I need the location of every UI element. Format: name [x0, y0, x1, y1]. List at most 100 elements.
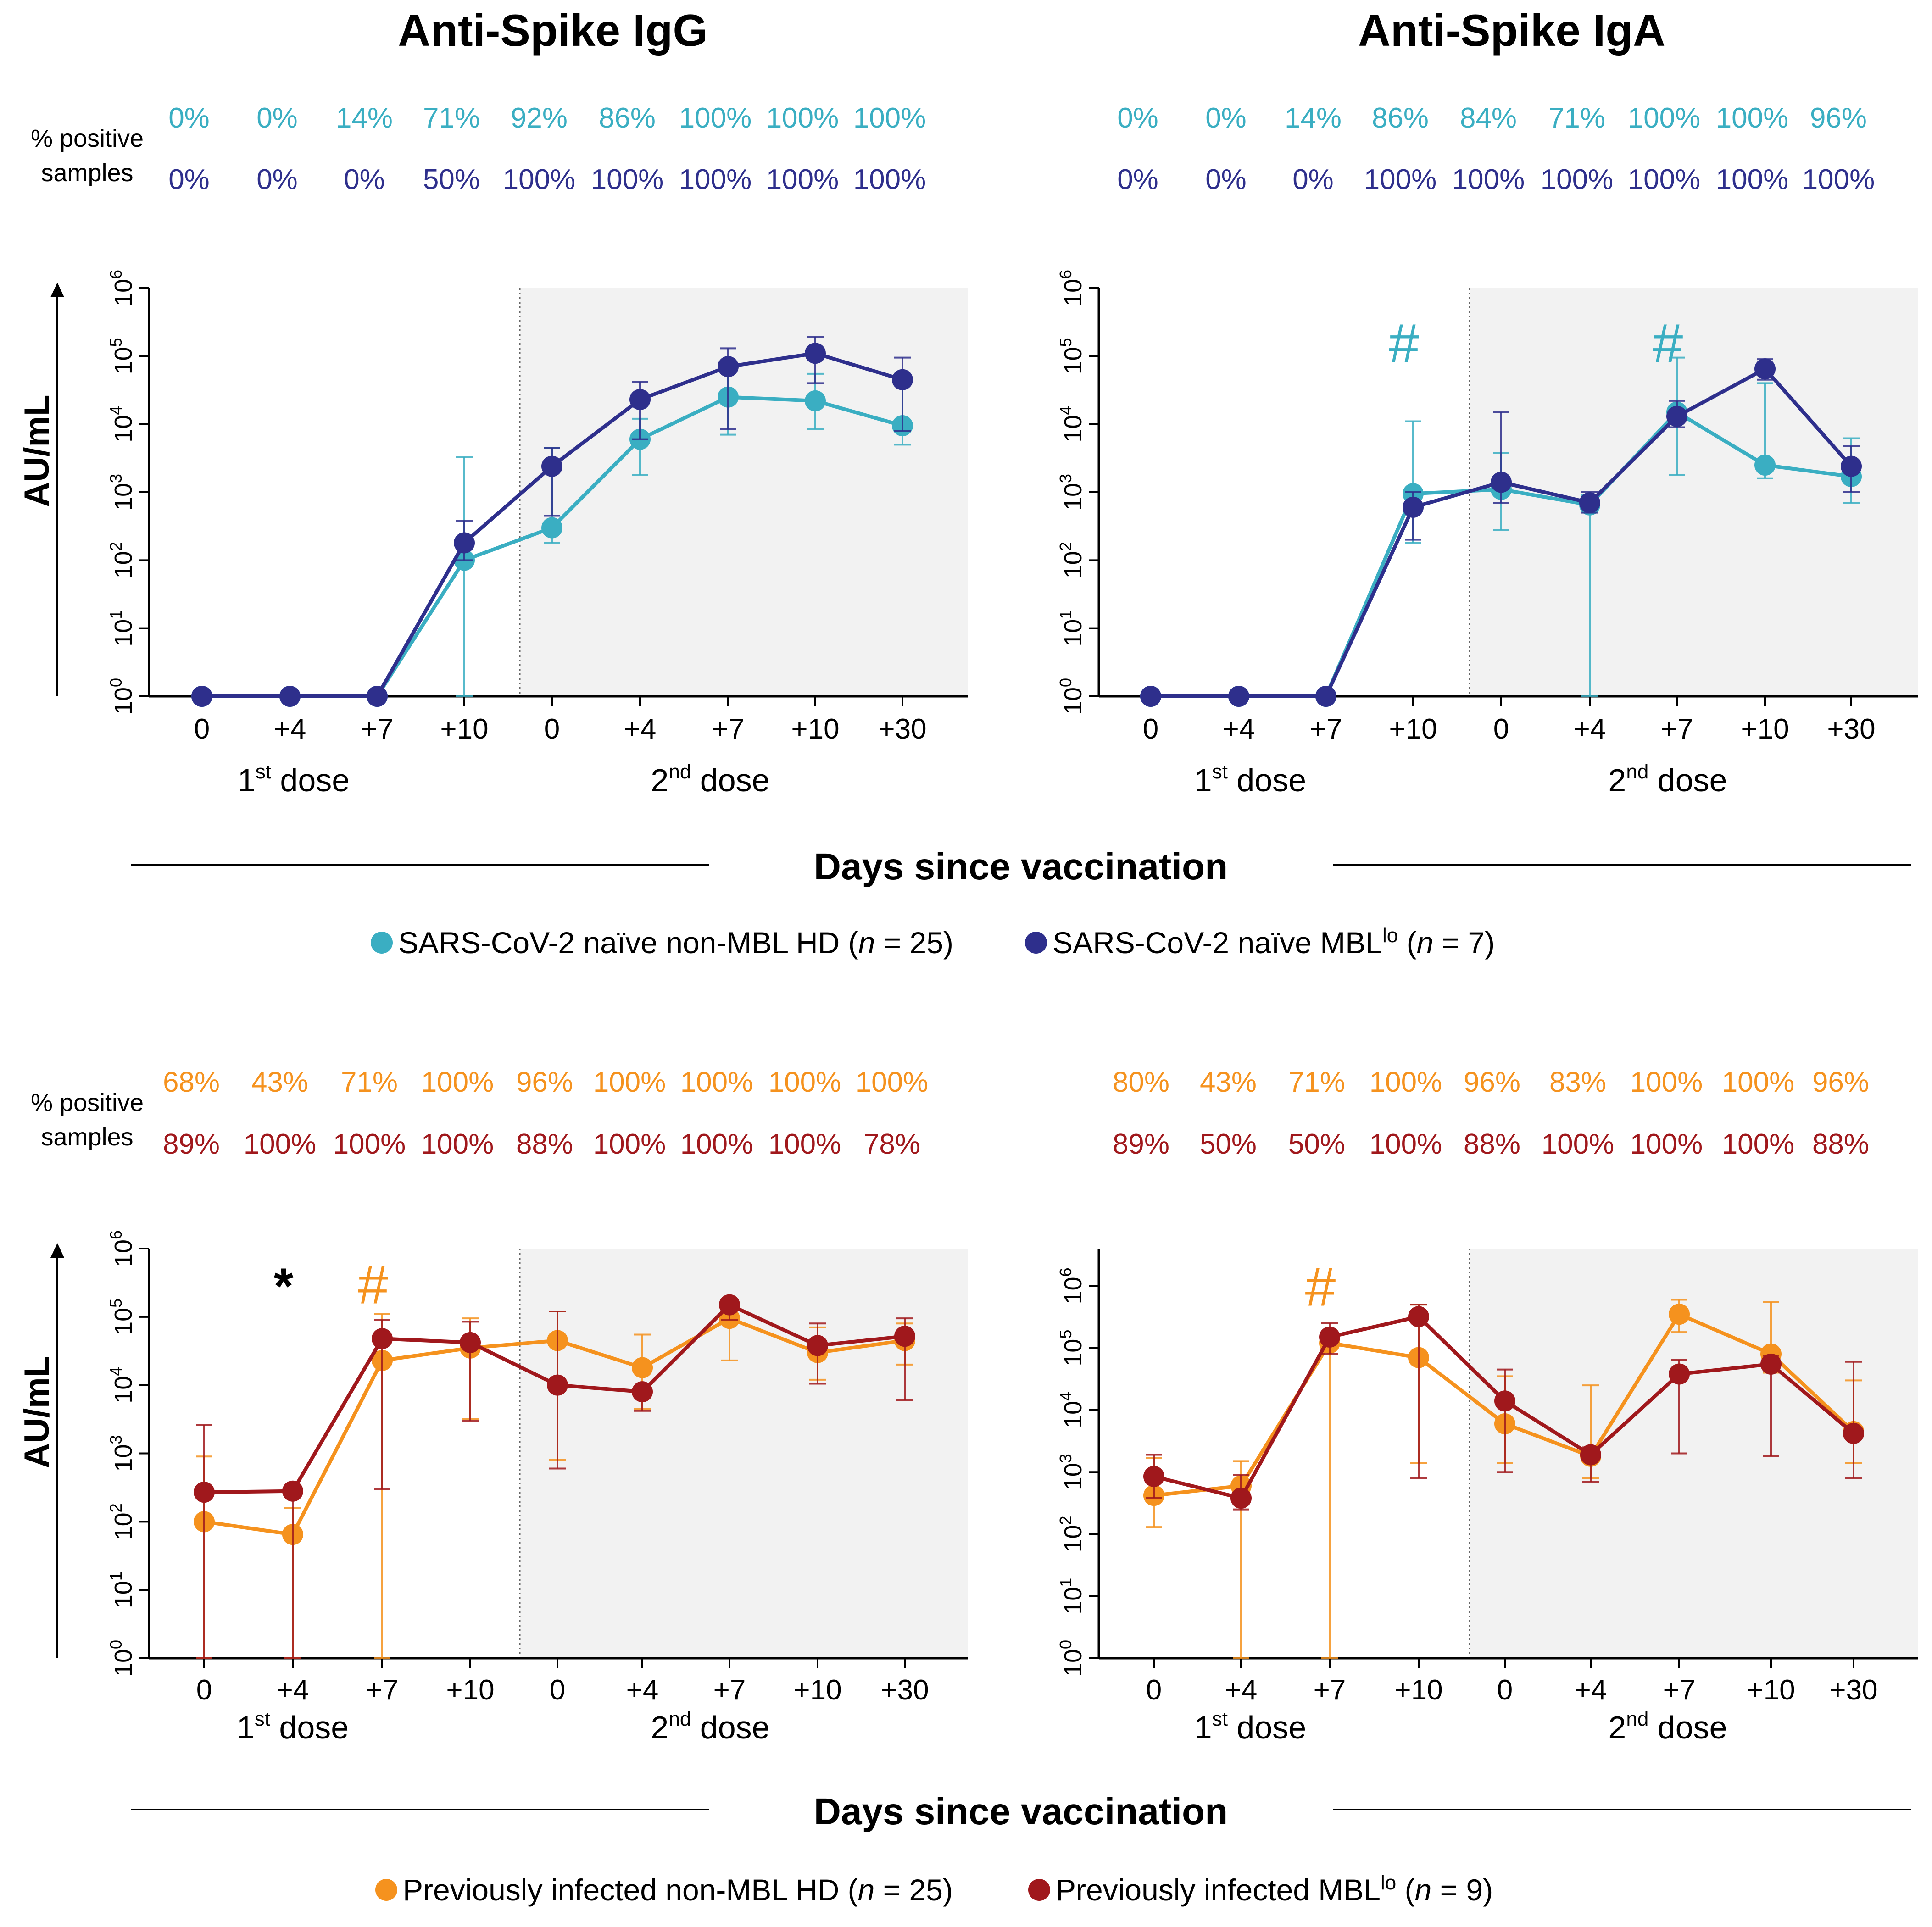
pct-positive-value: 71% — [423, 102, 480, 134]
pct-positive-value: 100% — [768, 1066, 841, 1098]
pct-label-line1: % positive — [31, 125, 144, 152]
y-tick-label: 106 — [106, 1230, 137, 1267]
pct-positive-value: 0% — [168, 102, 210, 134]
data-point — [894, 1326, 915, 1347]
data-point — [541, 517, 562, 539]
pct-positive-value: 71% — [1548, 102, 1605, 134]
data-point — [367, 686, 388, 707]
y-tick-label: 104 — [1056, 1392, 1087, 1428]
significance-asterisk: * — [274, 1258, 294, 1315]
x-tick-label: +10 — [446, 1674, 494, 1706]
y-tick-label: 104 — [106, 1367, 137, 1404]
y-tick-label: 106 — [1056, 1267, 1087, 1304]
pct-positive-value: 100% — [1370, 1066, 1442, 1098]
legend-entry-naive-hd: SARS-CoV-2 naïve non-MBL HD (n = 25) — [398, 926, 953, 960]
data-point — [460, 1332, 481, 1353]
y-tick-label: 105 — [106, 338, 137, 374]
second-dose-shade — [520, 288, 968, 696]
pct-positive-value: 96% — [516, 1066, 573, 1098]
pct-positive-value: 0% — [256, 164, 298, 195]
legend-entry-naive-mbl: SARS-CoV-2 naïve MBLlo (n = 7) — [1052, 924, 1495, 960]
x-tick-label: +7 — [713, 1674, 746, 1706]
pct-positive-value: 100% — [593, 1066, 666, 1098]
data-point — [1669, 1304, 1690, 1325]
x-tick-label: +7 — [366, 1674, 399, 1706]
significance-hash: # — [1305, 1256, 1336, 1318]
x-tick-label: +30 — [1829, 1674, 1877, 1706]
pct-positive-value: 86% — [599, 102, 656, 134]
significance-hash: # — [358, 1254, 389, 1316]
x-tick-label: 0 — [550, 1674, 565, 1706]
x-tick-label: 0 — [196, 1674, 212, 1706]
y-tick-label: 102 — [1056, 1516, 1087, 1552]
pct-positive-value: 88% — [1464, 1128, 1520, 1160]
x-tick-label: +4 — [1574, 713, 1606, 745]
legend-marker-naive-hd — [371, 932, 393, 954]
x-tick-label: +30 — [878, 713, 926, 745]
x-tick-label: +10 — [1747, 1674, 1795, 1706]
pct-positive-value: 100% — [1722, 1066, 1795, 1098]
data-point — [629, 389, 651, 411]
pct-positive-value: 100% — [1802, 164, 1875, 195]
pct-positive-value: 89% — [163, 1128, 220, 1160]
pct-positive-value: 100% — [766, 102, 839, 134]
data-point — [1666, 405, 1687, 427]
y-tick-label: 101 — [106, 1572, 137, 1608]
x-tick-label: +7 — [1314, 1674, 1346, 1706]
series-1 — [1140, 358, 1862, 707]
legend-marker-inf-hd — [375, 1879, 397, 1901]
data-point — [1760, 1353, 1782, 1375]
x-tick-label: +10 — [1741, 713, 1789, 745]
data-point — [194, 1482, 215, 1503]
pct-positive-value: 0% — [1117, 164, 1158, 195]
pct-positive-value: 100% — [1716, 102, 1789, 134]
pct-positive-value: 0% — [1117, 102, 1158, 134]
data-point — [1494, 1390, 1515, 1412]
y-tick-label: 105 — [106, 1299, 137, 1335]
x-tick-label: +4 — [1223, 713, 1255, 745]
pct-positive-value: 88% — [1812, 1128, 1869, 1160]
data-point — [1408, 1306, 1429, 1327]
pct-positive-value: 50% — [423, 164, 480, 195]
data-point — [805, 343, 826, 364]
y-tick-label: 100 — [106, 1640, 137, 1677]
data-point — [632, 1381, 653, 1403]
x-tick-label: 0 — [1493, 713, 1509, 745]
y-tick-label: 100 — [1056, 1640, 1087, 1677]
data-point — [1403, 496, 1424, 518]
pct-positive-value: 100% — [1628, 164, 1701, 195]
pct-positive-value: 84% — [1460, 102, 1517, 134]
data-point — [1580, 1444, 1601, 1466]
y-tick-label: 104 — [1056, 406, 1087, 443]
x-tick-label: +4 — [1575, 1674, 1607, 1706]
y-tick-label: 103 — [1056, 474, 1087, 511]
x-tick-label: +4 — [277, 1674, 309, 1706]
data-point — [805, 390, 826, 411]
dose-label: 1st dose — [1194, 761, 1306, 798]
second-dose-shade — [1470, 1249, 1918, 1658]
data-point — [279, 686, 301, 707]
data-point — [372, 1328, 393, 1349]
pct-positive-value: 100% — [1630, 1066, 1703, 1098]
data-point — [1754, 454, 1776, 476]
pct-positive-value: 83% — [1549, 1066, 1606, 1098]
x-tick-label: +10 — [793, 1674, 841, 1706]
x-tick-label: +10 — [1389, 713, 1437, 745]
pct-positive-value: 80% — [1113, 1066, 1169, 1098]
y-tick-label: 103 — [1056, 1454, 1087, 1490]
pct-positive-value: 0% — [1292, 164, 1334, 195]
data-point — [541, 455, 562, 477]
significance-hash: # — [1389, 312, 1420, 374]
data-point — [1143, 1466, 1164, 1487]
title-iga: Anti-Spike IgA — [1358, 5, 1665, 56]
pct-positive-value: 100% — [766, 164, 839, 195]
x-tick-label: +7 — [361, 713, 394, 745]
x-title-top: Days since vaccination — [131, 846, 1911, 888]
y-tick-label: 103 — [106, 474, 137, 511]
dose-label: 2nd dose — [1608, 1708, 1727, 1745]
pct-positive-value: 100% — [503, 164, 576, 195]
pct-positive-value: 100% — [679, 164, 752, 195]
x-tick-label: +10 — [791, 713, 839, 745]
legend-naive: SARS-CoV-2 naïve non-MBL HD (n = 25) SAR… — [371, 924, 1495, 960]
data-point — [191, 686, 212, 707]
